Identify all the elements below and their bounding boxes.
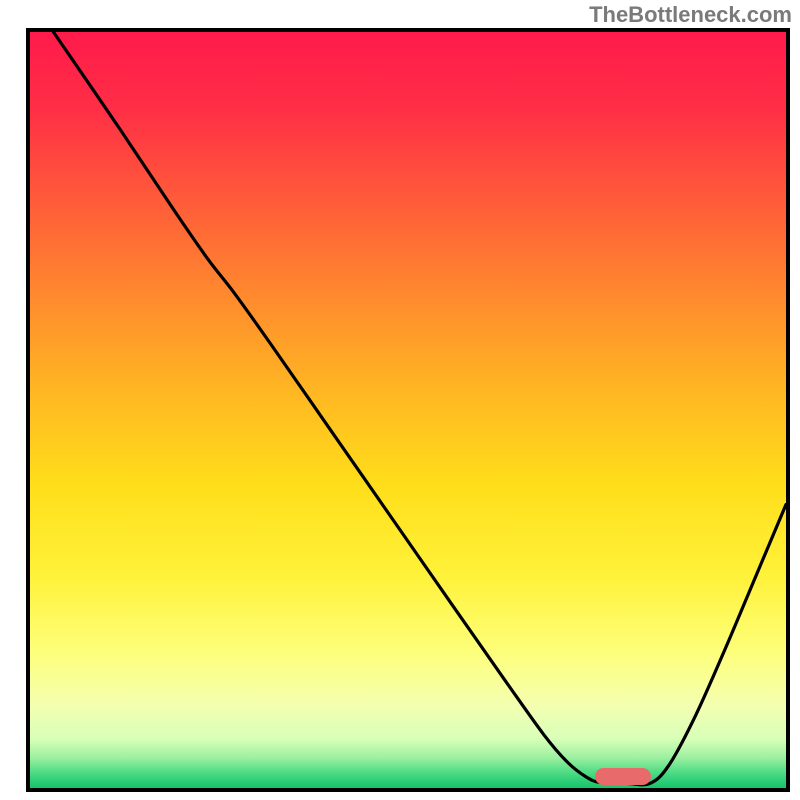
curve-layer [30,32,786,788]
optimum-marker [595,768,651,785]
chart-container: { "watermark": { "text": "TheBottleneck.… [0,0,800,800]
watermark-text: TheBottleneck.com [589,2,792,28]
bottleneck-curve [53,32,786,785]
plot-area [26,28,790,792]
